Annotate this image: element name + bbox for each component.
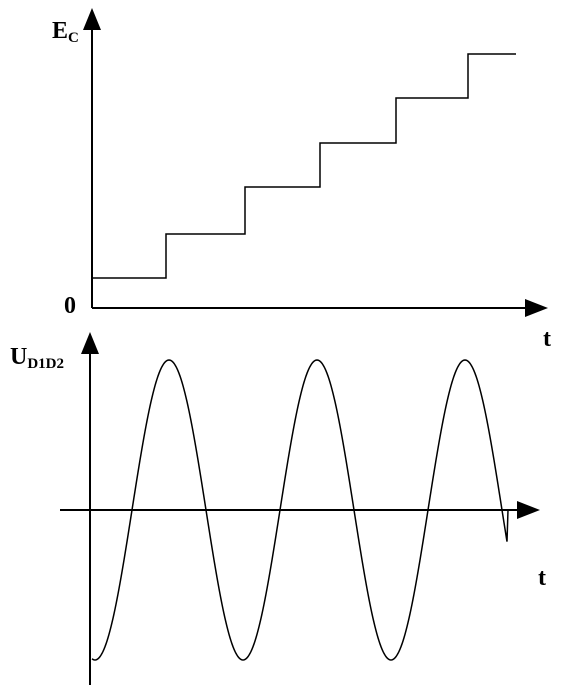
bottom-x-label: t bbox=[538, 565, 546, 591]
x-axis-arrow bbox=[525, 299, 548, 317]
bottom-y-label-sub: D1D2 bbox=[27, 356, 64, 372]
x-axis-arrow bbox=[517, 501, 540, 519]
origin-label: 0 bbox=[64, 293, 76, 319]
y-axis-arrow bbox=[83, 8, 101, 30]
sine-wave bbox=[91, 359, 509, 661]
top-y-label-main: E bbox=[52, 18, 68, 44]
bottom-y-label-main: U bbox=[10, 344, 27, 370]
staircase bbox=[92, 53, 516, 279]
top-y-label: EC bbox=[52, 18, 79, 46]
y-axis-arrow bbox=[81, 332, 99, 354]
top-x-label: t bbox=[543, 326, 551, 352]
bottom-y-label: UD1D2 bbox=[10, 344, 64, 372]
top-y-label-sub: C bbox=[68, 30, 79, 46]
